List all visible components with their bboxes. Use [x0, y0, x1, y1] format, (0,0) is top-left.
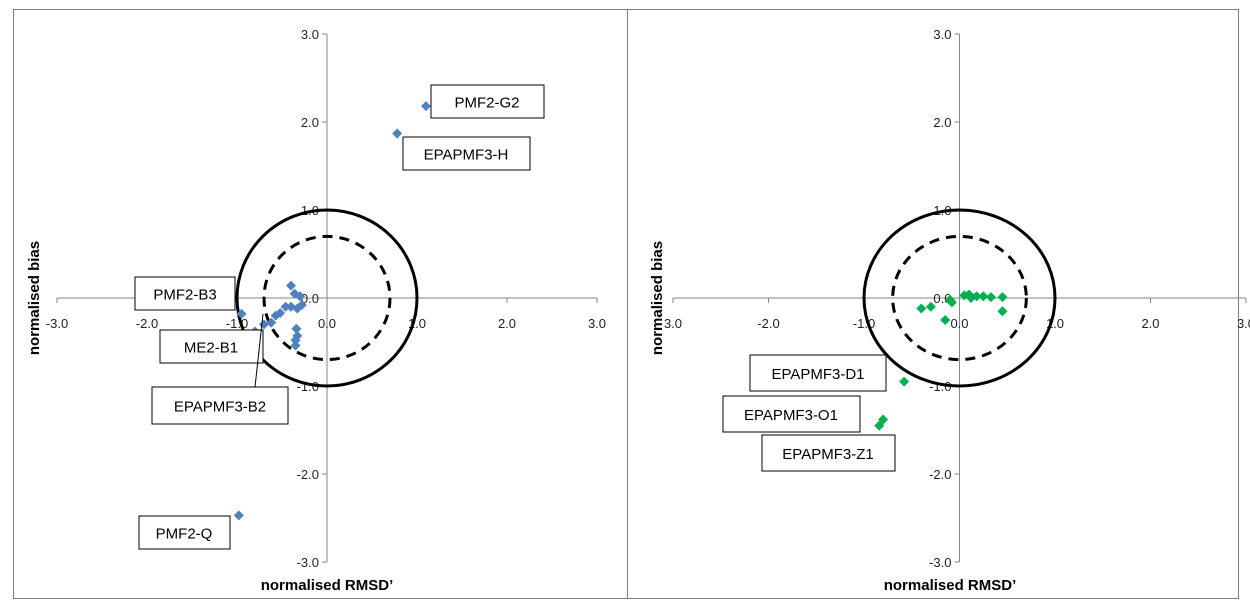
data-point — [899, 377, 909, 387]
data-point — [997, 306, 1007, 316]
y-tick-label: -2.0 — [929, 467, 951, 482]
annotation-label: ME2-B1 — [184, 340, 238, 357]
data-point — [986, 292, 996, 302]
data-point — [234, 510, 244, 520]
y-axis-title: normalised bias — [26, 241, 43, 355]
x-tick-label: -3.0 — [46, 316, 68, 331]
annotation-label: PMF2-G2 — [454, 95, 519, 112]
y-tick-label: -3.0 — [929, 555, 951, 570]
y-axis-title: normalised bias — [649, 241, 666, 355]
data-point — [997, 292, 1007, 302]
x-tick-label: -2.0 — [757, 316, 779, 331]
data-point — [291, 341, 301, 351]
annotation-label: EPAPMF3-H — [424, 147, 509, 164]
x-tick-label: 0.0 — [950, 316, 968, 331]
x-tick-label: 3.0 — [588, 316, 606, 331]
x-axis-title: normalised RMSD’ — [884, 577, 1017, 594]
x-axis-title: normalised RMSD’ — [261, 577, 394, 594]
data-point — [916, 304, 926, 314]
y-tick-label: -3.0 — [297, 555, 319, 570]
annotation-label: EPAPMF3-D1 — [771, 366, 864, 383]
target-plot-right: normalised bias normalised RMSD’ 3.0 -2.0… — [649, 27, 1250, 594]
x-tick-label: -2.0 — [136, 316, 158, 331]
data-point — [978, 291, 988, 301]
x-tick-label: 0.0 — [318, 316, 336, 331]
x-tick-label: -1.0 — [226, 316, 248, 331]
x-tick-label: 2.0 — [1141, 316, 1159, 331]
annotation-label: EPAPMF3-Z1 — [782, 446, 873, 463]
y-tick-label: 3.0 — [933, 27, 951, 42]
annotation-label: PMF2-Q — [156, 526, 213, 543]
y-tick-label: 3.0 — [301, 27, 319, 42]
y-tick-label: 2.0 — [933, 115, 951, 130]
data-point — [392, 128, 402, 138]
annotation-label: EPAPMF3-O1 — [744, 407, 838, 424]
x-tick-label: -1.0 — [853, 316, 875, 331]
annotation-label: PMF2-B3 — [153, 287, 216, 304]
x-tick-label: 3.0 — [1237, 316, 1250, 331]
target-plot-left: normalised bias normalised RMSD’ -3.0 -2.… — [26, 27, 606, 594]
data-point — [940, 315, 950, 325]
data-point — [421, 101, 431, 111]
x-tick-label: 3.0 — [664, 316, 682, 331]
y-tick-label: -2.0 — [297, 467, 319, 482]
annotation-label: EPAPMF3-B2 — [174, 399, 266, 416]
x-tick-label: 2.0 — [498, 316, 516, 331]
y-tick-label: 2.0 — [301, 115, 319, 130]
